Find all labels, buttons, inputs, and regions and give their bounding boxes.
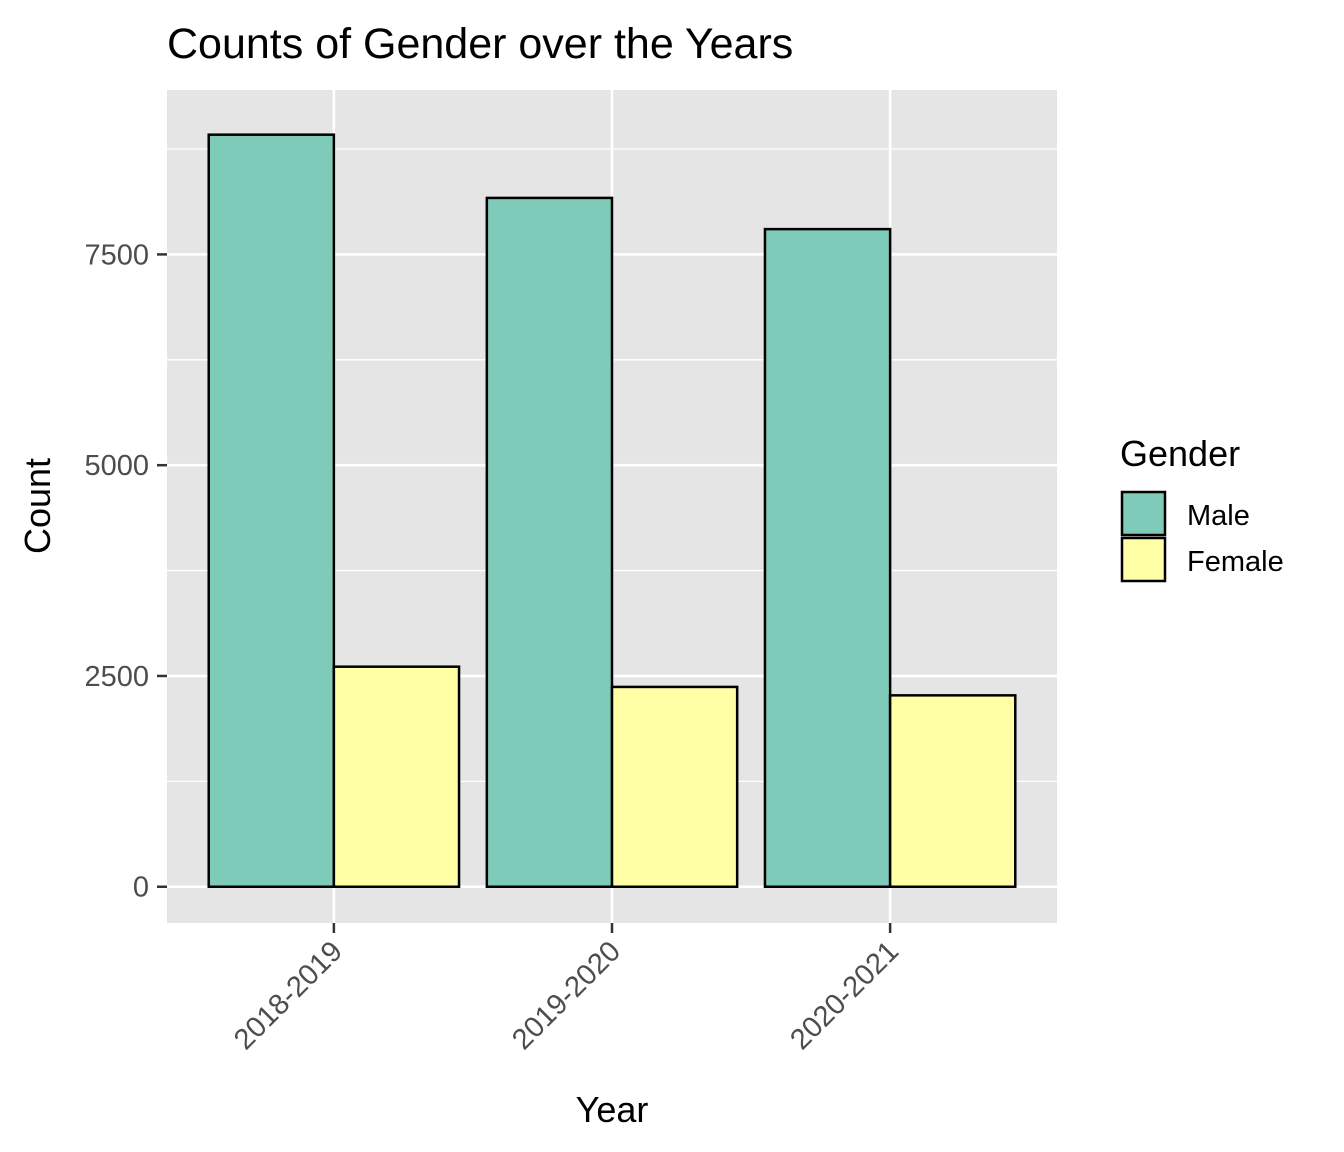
bar-female-2019-2020 [610,685,739,888]
bar-male-2018-2019 [207,133,336,888]
y-tick-label: 2500 [84,661,149,693]
x-tick-label: 2020-2021 [784,935,905,1056]
x-axis: 2018-2019 2019-2020 2020-2021 [228,923,905,1056]
legend-label-male: Male [1187,500,1250,532]
bars [207,133,1017,888]
legend-label-female: Female [1187,546,1284,578]
legend-key-male [1120,490,1167,537]
legend: Gender Male Female [1120,433,1284,583]
y-axis: 0 2500 5000 7500 [84,239,167,904]
chart-title: Counts of Gender over the Years [167,20,793,68]
y-tick-label: 0 [133,872,149,904]
bar-male-2019-2020 [485,196,614,888]
bar-female-2018-2019 [332,665,461,888]
x-tick-label: 2018-2019 [228,935,349,1056]
y-axis-label: Count [17,458,58,554]
legend-title: Gender [1120,433,1240,474]
y-tick-label: 5000 [84,450,149,482]
x-axis-label: Year [576,1089,649,1130]
legend-key-female [1120,536,1167,583]
bar-male-2020-2021 [763,227,892,888]
x-tick-label: 2019-2020 [506,935,627,1056]
bar-female-2020-2021 [888,694,1017,888]
y-tick-label: 7500 [84,239,149,271]
